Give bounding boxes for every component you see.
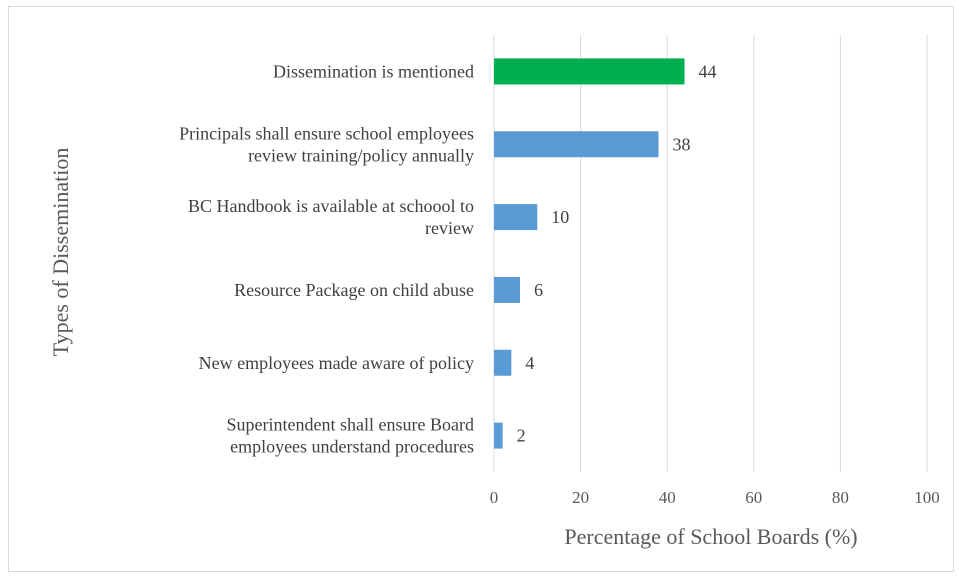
x-tick-label: 80: [832, 488, 849, 507]
chart-frame: [8, 6, 954, 572]
bars: [494, 58, 685, 449]
bar: [494, 349, 512, 376]
data-label: 2: [517, 426, 526, 446]
x-tick-label: 40: [659, 488, 676, 507]
x-tick-label: 20: [572, 488, 589, 507]
category-label: Resource Package on child abuse: [234, 280, 474, 300]
category-label: BC Handbook is available at schoool to: [188, 196, 474, 216]
data-label: 44: [699, 61, 717, 81]
category-label: review: [425, 218, 474, 238]
data-label: 10: [551, 207, 569, 227]
bar: [494, 276, 520, 303]
category-labels: Dissemination is mentioned Principals sha…: [179, 61, 474, 456]
bar: [494, 204, 538, 231]
x-axis-title: Percentage of School Boards (%): [564, 524, 857, 549]
bar: [494, 131, 659, 158]
category-label: Principals shall ensure school employees: [179, 123, 474, 143]
data-label: 4: [525, 353, 534, 373]
bar: [494, 58, 685, 85]
category-label: employees understand procedures: [230, 437, 474, 457]
x-tick-label: 100: [914, 488, 940, 507]
x-tick-labels: 0 20 40 60 80 100: [490, 488, 940, 507]
x-tick-label: 0: [490, 488, 499, 507]
data-label: 6: [534, 280, 543, 300]
x-tick-label: 60: [745, 488, 762, 507]
gridlines: [493, 35, 928, 472]
bar: [494, 422, 503, 449]
data-label: 38: [673, 134, 691, 154]
category-label: New employees made aware of policy: [199, 353, 474, 373]
y-axis-title: Types of Dissemination: [48, 148, 73, 357]
data-labels: 44 38 10 6 4 2: [517, 61, 717, 445]
category-label: Superintendent shall ensure Board: [227, 415, 474, 435]
category-label: Dissemination is mentioned: [273, 61, 474, 81]
category-label: review training/policy annually: [248, 145, 474, 165]
